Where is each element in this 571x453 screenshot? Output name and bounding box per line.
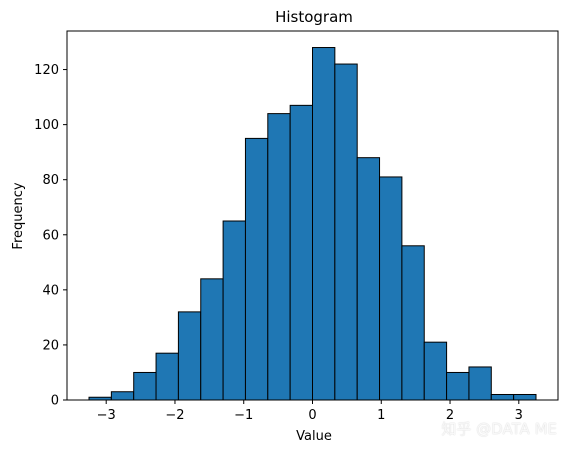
- histogram-bar: [468, 366, 492, 401]
- histogram-bar: [289, 104, 314, 401]
- watermark: 知乎 @DATA ME: [441, 420, 557, 438]
- histogram-bar: [446, 371, 470, 401]
- y-axis-ticks: 0 20 40 60 80 100 120: [34, 63, 67, 409]
- y-tick-label: 60: [42, 228, 59, 243]
- x-tick-label: 2: [446, 408, 454, 423]
- histogram-bar: [200, 278, 224, 401]
- y-axis-label: Frequency: [11, 182, 26, 249]
- histogram-bar: [133, 371, 157, 401]
- x-tick-label: 1: [377, 408, 385, 423]
- x-tick-label: −1: [234, 408, 253, 423]
- y-tick-label: 20: [42, 338, 59, 353]
- histogram-bar: [222, 220, 246, 401]
- histogram-bar: [401, 245, 425, 401]
- x-axis-label: Value: [296, 429, 332, 444]
- y-tick-label: 120: [34, 63, 59, 78]
- histogram-bar: [356, 157, 381, 401]
- histogram-bar: [177, 311, 202, 401]
- histogram-bar: [490, 393, 515, 401]
- histogram-bar: [312, 47, 336, 401]
- histogram-bar: [267, 113, 291, 401]
- histogram-bar: [110, 391, 135, 401]
- x-axis-ticks: −3 −2 −1 0 1 2 3: [97, 400, 523, 423]
- x-tick-label: −2: [165, 408, 184, 423]
- histogram-bar: [423, 341, 448, 401]
- histogram-bar: [379, 176, 403, 401]
- x-tick-label: −3: [97, 408, 116, 423]
- histogram-bar: [334, 63, 358, 401]
- histogram-bar: [155, 352, 179, 401]
- y-tick-label: 0: [51, 394, 59, 409]
- plot-frame: [66, 30, 559, 401]
- y-tick-label: 80: [42, 173, 59, 188]
- x-tick-label: 0: [308, 408, 316, 423]
- y-tick-label: 40: [42, 283, 59, 298]
- y-tick-label: 100: [34, 118, 59, 133]
- bars-group: [88, 47, 537, 401]
- chart-title: Histogram: [275, 8, 353, 26]
- x-tick-label: 3: [515, 408, 523, 423]
- histogram-bar: [513, 393, 537, 401]
- histogram-bar: [244, 137, 269, 401]
